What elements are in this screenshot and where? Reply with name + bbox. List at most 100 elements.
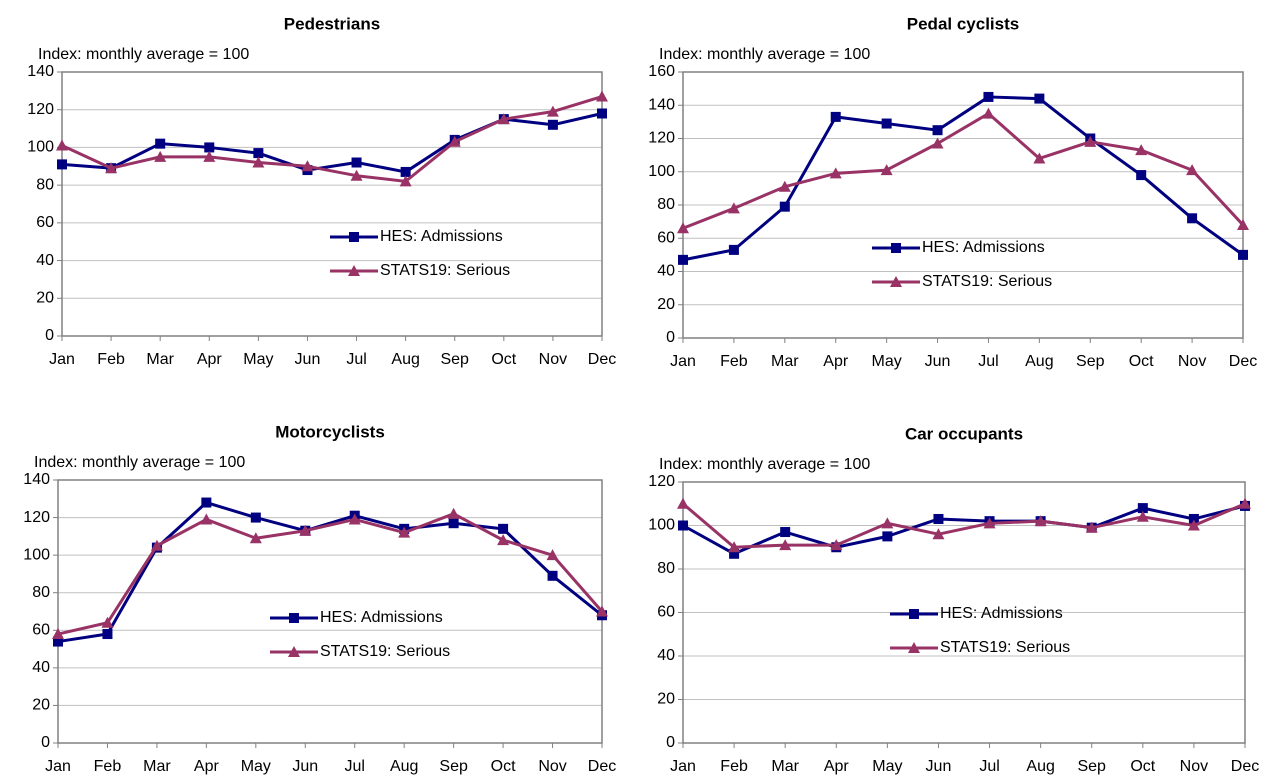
data-point: [53, 636, 63, 647]
x-tick-label: Mar: [771, 758, 799, 775]
x-tick-label: Feb: [94, 758, 122, 775]
data-point: [1188, 513, 1199, 524]
data-point: [1239, 497, 1251, 509]
data-point: [596, 605, 608, 617]
data-point: [1238, 249, 1248, 260]
x-tick-label: Sep: [440, 351, 469, 368]
x-tick-label: Sep: [439, 758, 468, 775]
chart-title: Pedestrians: [284, 14, 380, 33]
y-tick-label: 60: [32, 622, 50, 639]
x-tick-label: May: [872, 758, 902, 775]
data-point: [983, 91, 994, 102]
x-tick-label: Dec: [588, 758, 616, 775]
data-point: [52, 628, 64, 640]
y-tick-label: 120: [648, 130, 675, 147]
data-point: [348, 513, 361, 525]
x-tick-label: Nov: [538, 758, 566, 775]
data-point: [201, 497, 212, 508]
series-line: [61, 95, 603, 183]
y-tick-label: 140: [648, 96, 675, 113]
data-point: [250, 512, 261, 523]
x-tick-label: Jun: [292, 758, 318, 775]
y-tick-label: 60: [657, 604, 675, 621]
data-point: [727, 202, 740, 214]
data-point: [1084, 135, 1097, 147]
y-tick-label: 100: [648, 517, 675, 534]
x-tick-label: Nov: [539, 351, 567, 368]
data-point: [150, 539, 163, 551]
data-point: [779, 539, 792, 551]
data-point: [448, 518, 459, 529]
data-point: [299, 524, 312, 536]
data-point: [497, 113, 510, 125]
x-tick-label: Aug: [390, 758, 418, 775]
x-tick-label: Oct: [1130, 758, 1155, 775]
plot-border: [682, 71, 1244, 339]
x-tick-label: Oct: [491, 351, 516, 368]
data-point: [399, 175, 412, 187]
data-point: [546, 105, 559, 117]
x-tick-label: Nov: [1178, 353, 1206, 370]
data-point: [253, 148, 264, 159]
data-point: [778, 180, 791, 192]
series-line: [57, 512, 604, 636]
x-tick-label: Dec: [1231, 758, 1259, 775]
x-tick-label: Oct: [491, 758, 516, 775]
data-point: [677, 222, 689, 234]
data-point: [1135, 144, 1148, 156]
data-point: [933, 513, 944, 524]
x-tick-label: Aug: [1026, 758, 1054, 775]
x-tick-label: Feb: [97, 351, 125, 368]
x-tick-label: Jul: [979, 758, 999, 775]
series-line: [57, 501, 603, 644]
x-tick-label: Jan: [45, 758, 71, 775]
x-tick-label: Apr: [194, 758, 220, 775]
x-tick-label: Jun: [926, 758, 952, 775]
x-tick-label: Mar: [146, 351, 174, 368]
series-line: [682, 112, 1245, 230]
x-tick-label: Feb: [720, 758, 748, 775]
data-point: [105, 162, 118, 174]
y-tick-label: 80: [657, 560, 675, 577]
legend-marker: [288, 646, 300, 657]
data-point: [101, 616, 114, 628]
data-point: [547, 570, 558, 581]
legend-marker: [289, 613, 299, 623]
data-point: [596, 90, 608, 102]
data-point: [1034, 93, 1045, 104]
series-line: [682, 95, 1244, 262]
y-tick-label: 140: [27, 63, 54, 80]
legend-label: HES: Admissions: [922, 239, 1045, 256]
y-tick-label: 80: [657, 196, 675, 213]
x-tick-label: Jan: [670, 353, 696, 370]
data-point: [597, 108, 607, 119]
legend-marker: [349, 232, 359, 242]
legend-marker: [348, 265, 360, 276]
data-point: [203, 150, 216, 162]
y-tick-label: 0: [666, 734, 675, 751]
data-point: [398, 526, 411, 538]
data-point: [678, 254, 688, 265]
data-point: [982, 107, 995, 119]
legend-marker: [890, 276, 902, 287]
data-point: [1237, 218, 1249, 230]
data-point: [729, 548, 740, 559]
x-tick-label: Jul: [345, 758, 365, 775]
x-tick-label: Apr: [823, 353, 849, 370]
data-point: [154, 150, 167, 162]
data-point: [350, 169, 363, 181]
x-tick-label: Feb: [720, 353, 748, 370]
y-tick-label: 40: [32, 659, 50, 676]
y-tick-label: 20: [32, 697, 50, 714]
y-tick-label: 40: [657, 263, 675, 280]
data-point: [829, 167, 842, 179]
data-point: [830, 539, 843, 551]
data-point: [252, 156, 265, 168]
data-point: [728, 541, 741, 553]
data-point: [1136, 510, 1149, 522]
x-tick-label: Oct: [1129, 353, 1154, 370]
y-tick-label: 60: [657, 229, 675, 246]
data-point: [678, 520, 688, 531]
y-tick-label: 100: [648, 163, 675, 180]
